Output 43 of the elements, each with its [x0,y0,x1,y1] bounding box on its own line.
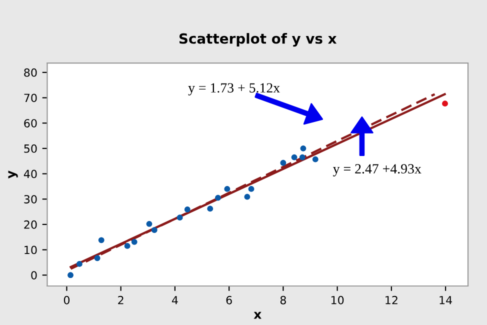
point [76,261,82,267]
point [207,206,214,212]
point [312,156,318,162]
y-axis-title: y [8,170,18,178]
point [244,194,250,200]
point [215,194,221,201]
point [68,272,74,278]
point [146,220,152,227]
x-tick-label: 4 [172,296,178,304]
y-tick-label: 10 [24,246,37,254]
annotation: y = 2.47 +4.93x [333,164,422,176]
point [291,154,298,160]
chart-title: Scatterplot of y vs x [179,33,337,47]
point [248,186,254,192]
y-tick-label: 70 [24,94,37,102]
y-tick-label: 40 [24,170,37,178]
point [98,237,104,244]
y-tick-label: 60 [24,119,37,128]
point [184,206,190,212]
point [94,255,100,262]
x-tick-label: 2 [118,296,124,304]
y-tick-label: 30 [24,195,37,204]
point [280,160,286,166]
x-tick-label: 14 [440,296,452,304]
x-tick-label: 6 [226,296,232,304]
y-tick-label: 80 [24,68,37,77]
x-tick-label: 8 [280,296,286,304]
point [131,238,138,245]
x-tick-label: 10 [331,296,344,304]
x-axis-title: x [254,312,262,319]
x-tick-label: 12 [386,296,398,304]
y-tick-label: 0 [31,271,37,280]
point [224,186,230,192]
point [300,145,306,152]
point [176,214,183,221]
x-tick-label: 0 [64,296,70,304]
point [124,243,130,249]
point [151,227,158,233]
y-tick-label: 20 [24,220,37,229]
y-tick-label: 50 [24,144,37,153]
annotation: y = 1.73 + 5.12x [188,83,280,96]
point [442,100,448,107]
point [299,154,306,160]
